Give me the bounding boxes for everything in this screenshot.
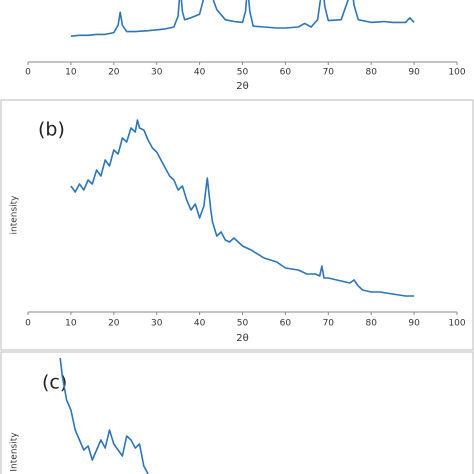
x-tick-label: 90 [408, 319, 420, 329]
panel-label: (b) [38, 119, 65, 141]
x-tick-label: 20 [108, 319, 120, 329]
x-tick-label: 40 [194, 319, 206, 329]
x-tick-label: 0 [25, 319, 31, 329]
x-axis-title: 2θ [236, 81, 248, 92]
x-tick-label: 0 [25, 68, 31, 78]
x-tick-label: 30 [151, 68, 163, 78]
x-tick-label: 60 [280, 68, 292, 78]
x-tick-label: 70 [323, 68, 335, 78]
x-tick-label: 80 [365, 319, 377, 329]
x-tick-label: 100 [448, 68, 465, 78]
panel-frame [0, 99, 474, 351]
y-axis-title: intensity [10, 195, 20, 235]
data-line [70, 119, 415, 297]
x-tick-label: 40 [194, 68, 206, 78]
x-tick-label: 10 [65, 68, 77, 78]
panel-label: (c) [42, 372, 67, 394]
y-axis-title: Intensity [10, 432, 20, 472]
x-tick-label: 100 [448, 319, 465, 329]
x-tick-label: 30 [151, 319, 163, 329]
x-tick-label: 50 [237, 319, 249, 329]
x-tick-label: 90 [408, 68, 420, 78]
x-tick-label: 10 [65, 319, 77, 329]
data-line [59, 357, 149, 474]
data-line [70, 0, 415, 37]
x-tick-label: 70 [323, 319, 335, 329]
x-axis-title: 2θ [236, 333, 248, 344]
x-tick-label: 50 [237, 68, 249, 78]
panel-frame [0, 351, 474, 474]
x-tick-label: 20 [108, 68, 120, 78]
x-tick-label: 60 [280, 319, 292, 329]
x-tick-label: 80 [365, 68, 377, 78]
